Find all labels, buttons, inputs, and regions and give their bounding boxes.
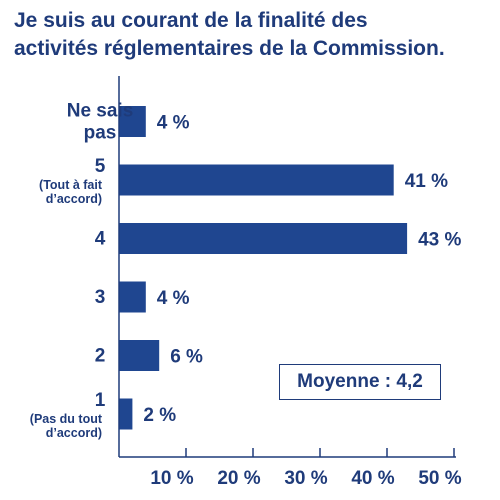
bar	[119, 281, 146, 313]
x-tick-label: 40 %	[351, 468, 394, 489]
category-sublabel: (Tout à fait	[39, 178, 103, 192]
category-sublabel: (Pas du tout	[30, 412, 103, 426]
bar-value-label: 2 %	[143, 405, 176, 426]
category-label: 5	[95, 156, 106, 177]
bar	[119, 164, 394, 196]
category-sublabel: d’accord)	[46, 426, 102, 440]
bar-value-label: 4 %	[157, 113, 190, 134]
chart-title-line-2: activités réglementaires de la Commissio…	[14, 37, 445, 60]
category-label: pas	[84, 123, 117, 144]
bar-value-label: 4 %	[157, 288, 190, 309]
bar-value-label: 41 %	[405, 171, 448, 192]
x-ticks-group: 10 % 20 % 30 % 40 % 50 %	[150, 448, 462, 489]
value-labels-group: 4 % 41 % 43 % 4 % 6 % 2 %	[143, 113, 461, 427]
bar-value-label: 43 %	[418, 230, 461, 251]
category-label: 1	[95, 390, 106, 411]
chart-title-line-1: Je suis au courant de la finalité des	[14, 9, 368, 32]
bar	[119, 340, 160, 371]
x-tick-label: 30 %	[284, 468, 327, 489]
category-sublabel: d’accord)	[46, 192, 102, 206]
bar	[119, 223, 408, 254]
x-tick-label: 20 %	[217, 468, 260, 489]
category-label: 3	[95, 287, 106, 308]
bars-group	[119, 106, 408, 430]
bar	[119, 106, 146, 137]
x-tick-label: 50 %	[418, 468, 461, 489]
category-label: Ne sais	[67, 101, 134, 122]
x-tick-label: 10 %	[150, 468, 193, 489]
chart-title: Je suis au courant de la finalité des ac…	[14, 7, 494, 63]
category-label: 2	[95, 346, 106, 367]
bar-value-label: 6 %	[170, 347, 203, 368]
average-box: Moyenne : 4,2	[279, 364, 441, 400]
category-label: 4	[95, 229, 106, 250]
bar	[119, 398, 133, 430]
